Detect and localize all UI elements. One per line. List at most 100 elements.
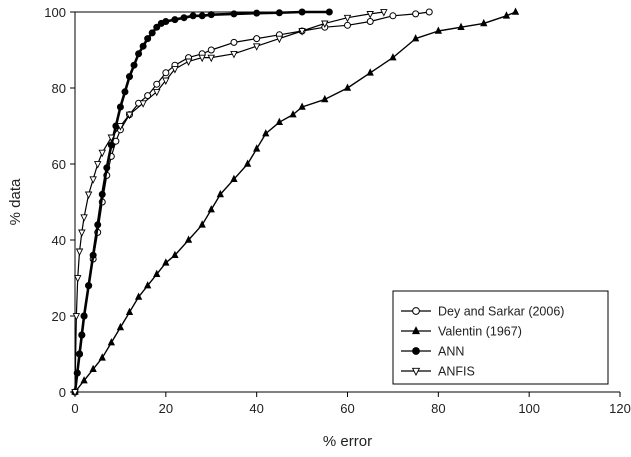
data-point xyxy=(321,20,329,29)
data-point xyxy=(116,103,124,111)
y-axis-title: % data xyxy=(7,178,24,225)
data-point xyxy=(366,11,374,19)
data-point xyxy=(366,68,374,76)
data-point xyxy=(73,275,82,283)
y-tick-label: 60 xyxy=(52,157,66,172)
data-point xyxy=(502,11,511,19)
data-point xyxy=(275,35,284,44)
data-point xyxy=(457,22,465,31)
data-point xyxy=(389,53,397,61)
data-point xyxy=(107,134,116,143)
data-point xyxy=(171,250,179,259)
x-tick-label: 100 xyxy=(518,401,540,416)
legend-label: ANFIS xyxy=(438,365,475,379)
series-2 xyxy=(71,8,333,396)
data-point xyxy=(511,7,520,15)
legend-marker xyxy=(411,326,421,335)
data-point xyxy=(184,235,193,243)
data-point xyxy=(71,389,79,397)
data-point xyxy=(325,8,333,16)
data-point xyxy=(480,18,488,27)
data-point xyxy=(153,80,161,88)
data-point xyxy=(80,214,88,222)
plot-area: 0 20 40 60 80 100 120 0 20 40 60 80 100 xyxy=(44,5,631,416)
data-point xyxy=(98,190,106,198)
data-point xyxy=(434,26,442,34)
data-point xyxy=(144,281,152,289)
x-ticks: 0 20 40 60 80 100 120 xyxy=(71,392,631,416)
data-point xyxy=(116,123,125,131)
legend-marker xyxy=(412,307,420,315)
data-point xyxy=(75,248,84,257)
data-point xyxy=(78,331,86,339)
data-point xyxy=(94,221,102,229)
data-point xyxy=(89,176,97,184)
legend-item: Dey and Sarkar (2006) xyxy=(401,305,564,319)
data-point xyxy=(366,18,374,25)
data-point xyxy=(153,269,161,278)
legend-label: ANN xyxy=(438,345,464,359)
data-point xyxy=(275,117,284,125)
data-point xyxy=(380,9,388,17)
data-point xyxy=(321,94,329,103)
data-point xyxy=(134,292,143,300)
data-point xyxy=(98,353,106,361)
legend-marker xyxy=(411,367,421,376)
series-line xyxy=(74,11,384,393)
data-point xyxy=(89,251,97,259)
data-point xyxy=(184,58,193,67)
y-tick-label: 100 xyxy=(44,5,66,20)
data-point xyxy=(139,42,147,50)
x-tick-label: 40 xyxy=(249,401,263,416)
data-point xyxy=(130,61,138,69)
data-point xyxy=(198,220,206,228)
x-tick-label: 60 xyxy=(340,401,354,416)
data-point xyxy=(103,164,111,172)
data-point xyxy=(171,16,179,24)
data-point xyxy=(343,14,352,23)
data-point xyxy=(98,149,106,158)
data-point xyxy=(207,54,215,63)
x-tick-label: 80 xyxy=(431,401,445,416)
legend-marker xyxy=(412,347,420,355)
y-tick-label: 0 xyxy=(59,385,66,400)
data-point xyxy=(198,54,206,63)
data-point xyxy=(198,12,206,20)
data-point xyxy=(162,18,170,25)
data-point xyxy=(253,144,261,152)
data-point xyxy=(153,88,161,97)
data-point xyxy=(76,350,84,358)
data-point xyxy=(180,14,188,22)
data-point xyxy=(162,69,170,77)
data-point xyxy=(148,29,156,37)
data-point xyxy=(343,83,352,91)
data-point xyxy=(162,258,170,266)
data-point xyxy=(298,8,306,16)
legend-items: Dey and Sarkar (2006) Valentin (1967) ANN A… xyxy=(401,305,564,379)
y-tick-label: 40 xyxy=(52,233,66,248)
data-point xyxy=(207,46,215,54)
data-point xyxy=(411,34,420,42)
data-point xyxy=(389,12,397,20)
data-point xyxy=(80,312,88,320)
data-point xyxy=(230,38,238,46)
data-point xyxy=(425,8,433,16)
data-point xyxy=(262,129,270,137)
data-point xyxy=(93,161,102,169)
data-point xyxy=(230,174,238,183)
data-point xyxy=(230,10,238,18)
data-point xyxy=(253,9,261,17)
x-tick-label: 20 xyxy=(159,401,173,416)
y-tick-label: 20 xyxy=(52,309,66,324)
data-point xyxy=(216,189,224,198)
legend: Dey and Sarkar (2006) Valentin (1967) ANN A… xyxy=(392,290,609,385)
x-axis-title: % error xyxy=(323,433,372,450)
series-1 xyxy=(71,7,520,395)
data-point xyxy=(125,111,134,120)
data-point xyxy=(84,191,93,200)
data-point xyxy=(144,92,152,100)
data-point xyxy=(107,338,115,346)
data-point xyxy=(153,23,161,31)
data-point xyxy=(107,141,115,149)
